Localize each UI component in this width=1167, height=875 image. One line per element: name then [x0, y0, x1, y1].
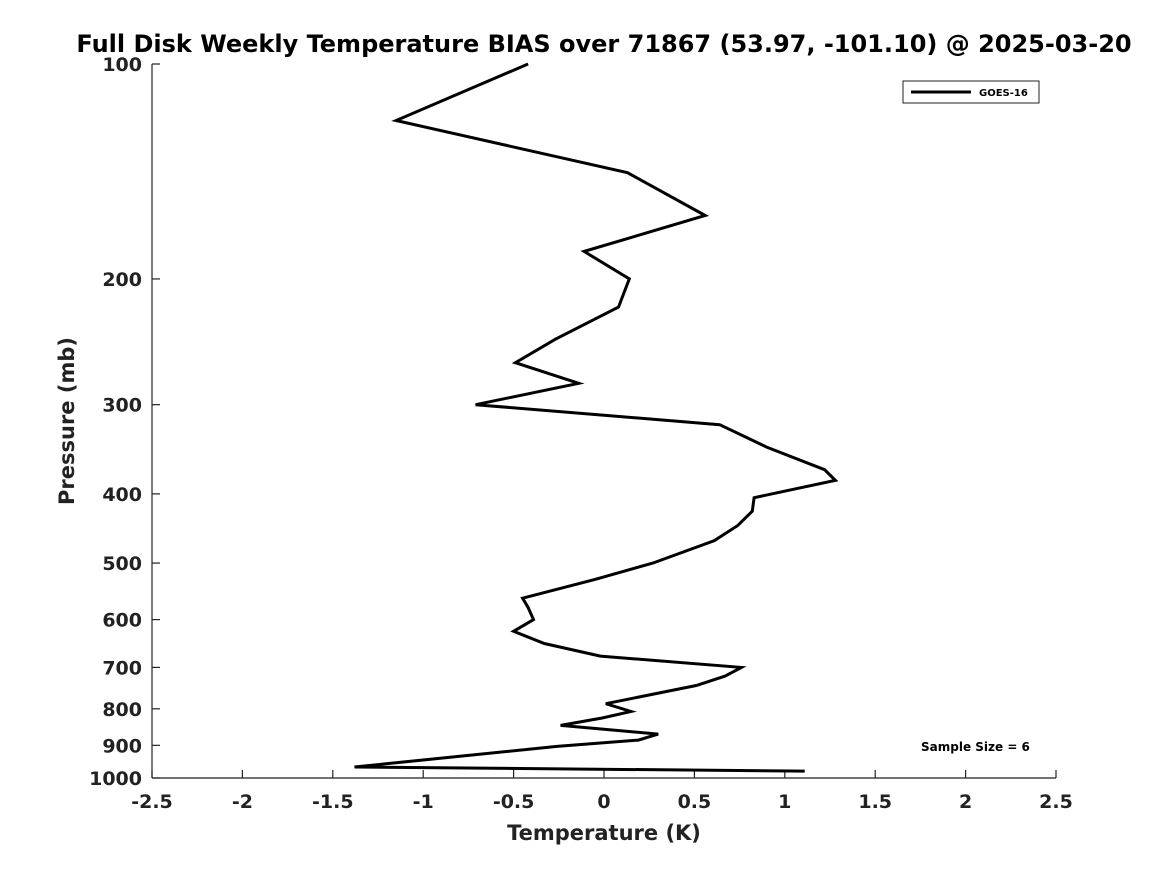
y-tick-label: 200: [102, 269, 142, 291]
x-tick-label: -1: [413, 791, 434, 813]
y-tick-label: 700: [102, 657, 142, 679]
x-axis-label: Temperature (K): [507, 821, 701, 845]
x-tick-label: 0: [597, 791, 610, 813]
x-tick-label: -2.5: [131, 791, 173, 813]
legend-label-goes16: GOES-16: [979, 88, 1028, 99]
x-tick-label: 0.5: [678, 791, 712, 813]
x-tick-label: 2.5: [1039, 791, 1073, 813]
legend: GOES-16: [902, 80, 1040, 104]
y-tick-label: 400: [102, 484, 142, 506]
y-axis-label: Pressure (mb): [55, 337, 79, 505]
y-tick-label: 1000: [89, 768, 142, 790]
x-tick-label: -1.5: [312, 791, 354, 813]
x-axis-ticks: -2.5 -2 -1.5 -1 -0.5 0 0.5 1 1.5 2 2.5: [131, 770, 1073, 813]
y-tick-label: 500: [102, 553, 142, 575]
x-tick-label: -2: [232, 791, 253, 813]
y-axis-ticks: 100 200 300 400 500 600 700 800 900 1000: [89, 54, 160, 790]
y-tick-label: 600: [102, 610, 142, 632]
y-tick-label: 800: [102, 699, 142, 721]
plot-area: [151, 64, 1056, 779]
y-tick-label: 900: [102, 735, 142, 757]
series-layer: [354, 62, 839, 773]
y-tick-label: 100: [102, 54, 142, 76]
x-tick-label: 2: [959, 791, 972, 813]
series-line-goes-16: [354, 62, 839, 773]
x-tick-label: 1.5: [858, 791, 892, 813]
sample-size-annotation: Sample Size = 6: [921, 740, 1030, 754]
x-tick-label: -0.5: [493, 791, 535, 813]
x-tick-label: 1: [778, 791, 791, 813]
y-tick-label: 300: [102, 395, 142, 417]
chart-title: Full Disk Weekly Temperature BIAS over 7…: [76, 30, 1131, 58]
